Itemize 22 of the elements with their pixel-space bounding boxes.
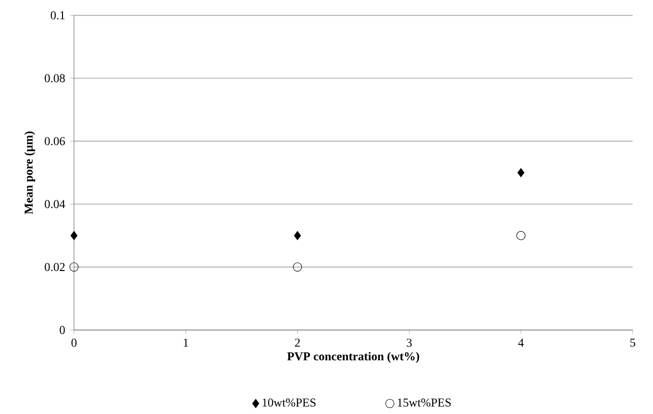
y-tick-label: 0.04	[44, 200, 66, 208]
x-tick-label: 1	[184, 338, 188, 347]
point	[517, 168, 524, 178]
x-tick-label: 4	[518, 338, 524, 347]
point	[516, 231, 526, 240]
legend-label: 10wt%PES	[262, 398, 316, 407]
y-tick-label: 0.02	[44, 263, 65, 272]
point	[294, 231, 301, 240]
y-tick-label: 0.1	[50, 11, 65, 20]
point	[70, 231, 78, 240]
legend-label: 15wt%PES	[398, 398, 451, 407]
x-axis-title: PVP concentration (wt%)	[287, 352, 420, 363]
x-tick-label: 2	[294, 338, 300, 347]
y-tick-label: 0	[60, 326, 65, 334]
x-tick-label: 0	[71, 338, 77, 347]
y-tick-label: 0.06	[44, 137, 65, 146]
y-tick-label: 0.08	[44, 74, 65, 82]
x-tick-label: 5	[630, 338, 636, 347]
point	[292, 262, 302, 272]
y-axis-title: Mean pore (µm)	[24, 132, 36, 214]
point	[69, 262, 79, 272]
x-tick-label: 3	[406, 338, 412, 347]
